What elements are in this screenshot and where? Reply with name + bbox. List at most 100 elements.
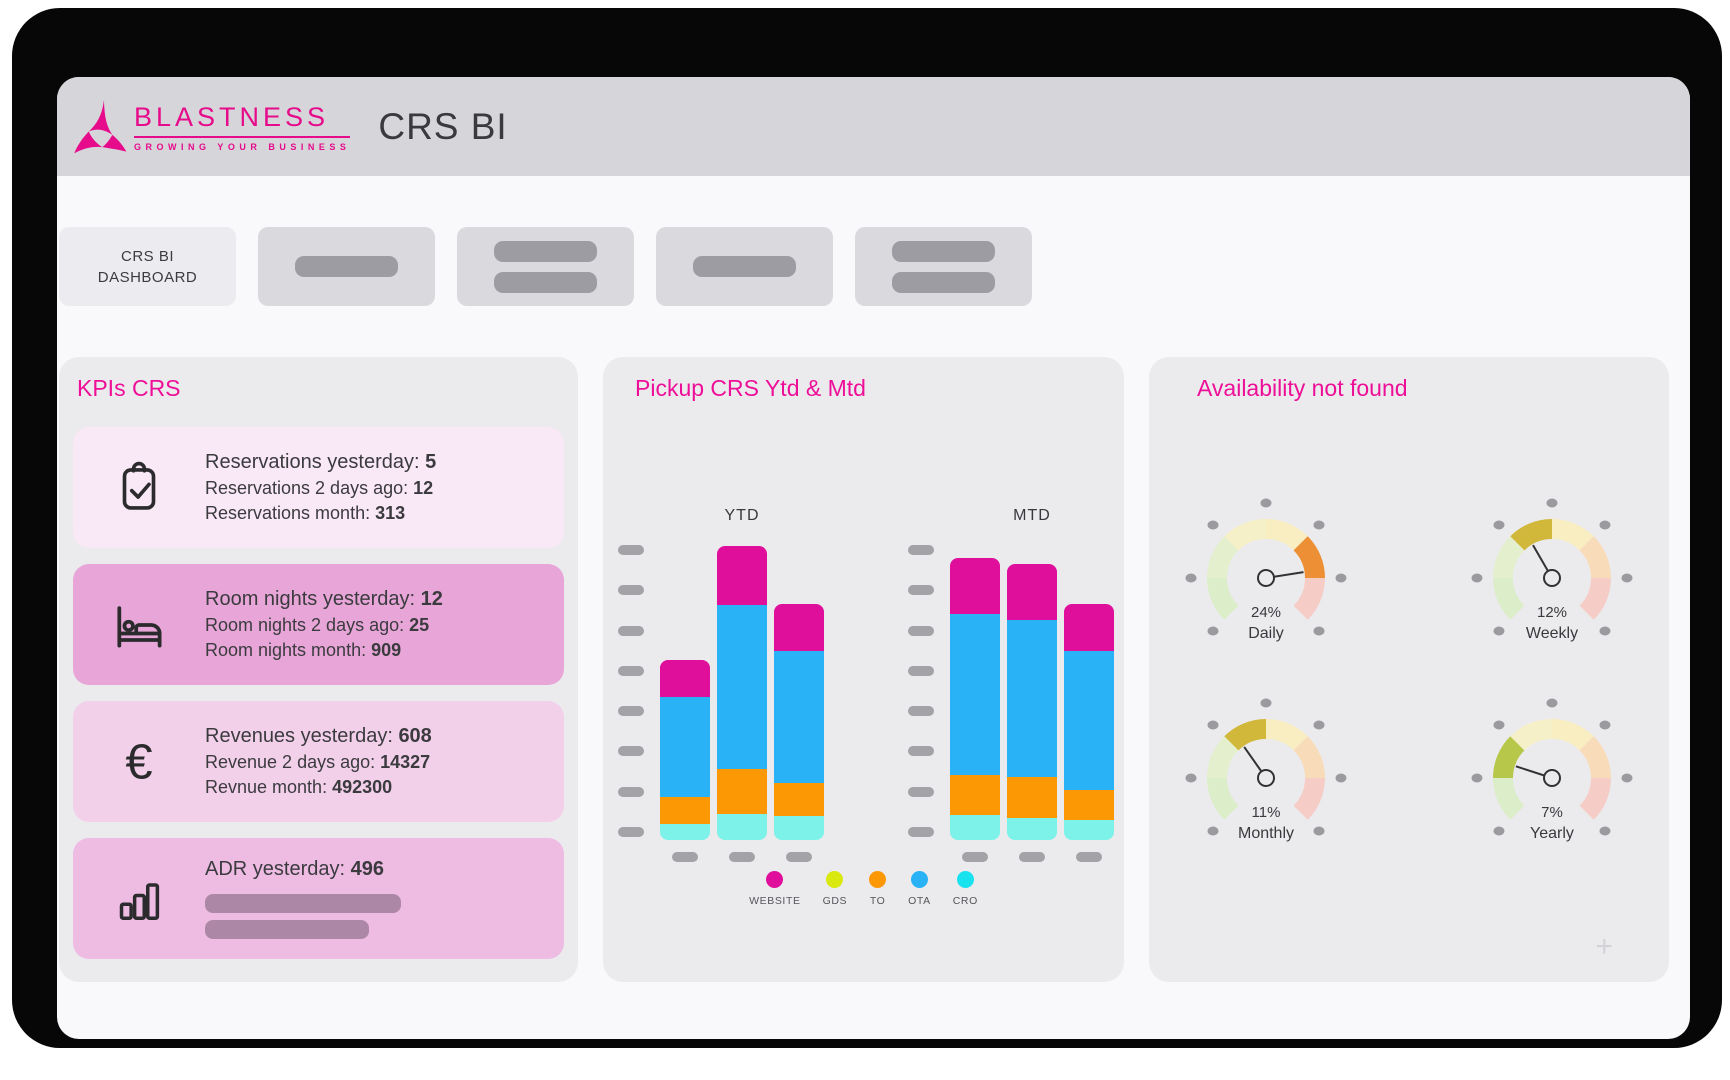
gauge-tick-dot xyxy=(1207,626,1219,636)
gauge-segment-2 xyxy=(1493,536,1525,579)
legend-item-ota[interactable]: OTA xyxy=(908,871,931,907)
gauge-segment-3 xyxy=(1510,519,1553,551)
axis-tick-placeholder xyxy=(908,665,934,676)
gauge-tick-dot xyxy=(1207,826,1219,836)
kpi-placeholder-bar xyxy=(205,920,369,939)
chart-group-ytd: YTD xyxy=(618,507,824,862)
gauge-segment-2 xyxy=(1493,736,1525,779)
kpi-card-text: Reservations yesterday: 5 Reservations 2 … xyxy=(205,451,436,524)
axis-tick-placeholder xyxy=(618,786,644,797)
y-axis-ticks xyxy=(618,545,644,837)
chart-group-mtd: MTD xyxy=(908,507,1114,862)
kpi-card-text: Room nights yesterday: 12 Room nights 2 d… xyxy=(205,588,443,661)
gauge-daily: 24% Daily xyxy=(1166,478,1366,678)
gauge-monthly: 11% Monthly xyxy=(1166,678,1366,878)
gauge-tick-dot xyxy=(1207,520,1219,530)
gauge-tick-dot xyxy=(1185,773,1197,783)
axis-tick-placeholder xyxy=(908,585,934,596)
bar-segment-to xyxy=(774,783,824,816)
axis-label-placeholder xyxy=(786,852,812,862)
gauge-segment-1 xyxy=(1493,577,1525,620)
axis-tick-placeholder xyxy=(908,826,934,837)
nav-tabs: CRS BI DASHBOARD xyxy=(59,227,1032,306)
chart-legend: WEBSITE GDS TO OTA CRO xyxy=(603,871,1124,907)
nav-tab-label: CRS BI DASHBOARD xyxy=(97,247,198,286)
gauge-needle-hub xyxy=(1543,769,1561,787)
kpi-line: Revnue month: 492300 xyxy=(205,777,393,797)
kpi-value: 909 xyxy=(371,640,402,660)
legend-item-website[interactable]: WEBSITE xyxy=(749,871,800,907)
bar-segment-to xyxy=(717,769,767,814)
nav-tab-placeholder-2[interactable] xyxy=(457,227,634,306)
nav-tab-placeholder-4[interactable] xyxy=(855,227,1032,306)
nav-tab-placeholder-3[interactable] xyxy=(656,227,833,306)
bar-segment-cro xyxy=(950,815,1000,840)
kpi-line: Reservations 2 days ago: 12 xyxy=(205,478,434,498)
nav-tab-placeholder-1[interactable] xyxy=(258,227,435,306)
bar-segment-ota xyxy=(717,605,767,769)
legend-item-to[interactable]: TO xyxy=(869,871,887,907)
legend-item-gds[interactable]: GDS xyxy=(823,871,848,907)
gauge-segment-6 xyxy=(1579,777,1611,820)
legend-item-cro[interactable]: CRO xyxy=(953,871,978,907)
gauge-segment-1 xyxy=(1207,577,1239,620)
axis-tick-placeholder xyxy=(618,625,644,636)
kpi-line: Room nights yesterday: 12 xyxy=(205,588,443,610)
gauge-segment-5 xyxy=(1293,736,1325,779)
kpi-line: Reservations month: 313 xyxy=(205,503,406,523)
kpi-card-reservations[interactable]: Reservations yesterday: 5 Reservations 2 … xyxy=(73,427,564,548)
bar-segment-cro xyxy=(774,816,824,840)
gauge-segment-4 xyxy=(1551,719,1594,751)
legend-label: CRO xyxy=(952,895,978,907)
axis-tick-placeholder xyxy=(618,585,644,596)
gauge-needle-hub xyxy=(1257,769,1275,787)
kpi-card-text: Revenues yesterday: 608 Revenue 2 days ag… xyxy=(205,725,432,798)
availability-panel-title: Availability not found xyxy=(1197,375,1408,401)
gauge-segment-4 xyxy=(1265,519,1308,551)
kpi-card-adr[interactable]: ADR yesterday: 496 xyxy=(73,838,564,959)
gauge-segment-4 xyxy=(1265,719,1308,751)
kpi-value: 492300 xyxy=(332,777,393,797)
gauge-period-label: Monthly xyxy=(1237,825,1295,842)
axis-tick-placeholder xyxy=(618,665,644,676)
nav-placeholder-bar xyxy=(892,271,995,293)
nav-placeholder-bars xyxy=(494,240,597,293)
x-axis-label-cell xyxy=(950,852,1000,862)
legend-dot-ota xyxy=(910,871,928,888)
bar-segment-ota xyxy=(774,651,824,783)
gauge-arc-weekly xyxy=(1471,498,1633,636)
gauge-tick-dot xyxy=(1335,773,1347,783)
gauge-tick-dot xyxy=(1313,720,1325,730)
kpi-line: Reservations yesterday: 5 xyxy=(205,451,437,473)
gauge-segment-2 xyxy=(1207,536,1239,579)
kpi-value: 496 xyxy=(350,858,384,880)
axis-tick-placeholder xyxy=(908,545,934,555)
gauge-needle-hub xyxy=(1543,569,1561,587)
plus-icon[interactable]: + xyxy=(1595,930,1613,963)
gauge-value: 12% xyxy=(1536,604,1568,621)
axis-tick-placeholder xyxy=(618,746,644,757)
nav-placeholder-bar xyxy=(494,271,597,293)
bar-segment-ota xyxy=(1064,651,1114,790)
gauge-tick-dot xyxy=(1471,773,1483,783)
kpi-line: Room nights month: 909 xyxy=(205,640,402,660)
axis-tick-placeholder xyxy=(618,706,644,717)
stacked-bar xyxy=(774,604,824,840)
nav-placeholder-bar xyxy=(494,240,597,262)
axis-tick-placeholder xyxy=(908,706,934,717)
gauge-period-label: Daily xyxy=(1248,625,1284,642)
kpi-card-room-nights[interactable]: Room nights yesterday: 12 Room nights 2 d… xyxy=(73,564,564,685)
chart-plot xyxy=(618,535,824,840)
app-card: BLASTNESS GROWING YOUR BUSINESS CRS BI C… xyxy=(57,77,1690,1039)
gauge-tick-dot xyxy=(1621,773,1633,783)
nav-tab-crs-bi-dashboard[interactable]: CRS BI DASHBOARD xyxy=(59,227,236,306)
x-axis-label-cell xyxy=(1064,852,1114,862)
gauge-value: 11% xyxy=(1251,804,1281,821)
bar-segment-cro xyxy=(717,814,767,840)
gauge-tick-dot xyxy=(1599,626,1611,636)
legend-label: TO xyxy=(869,895,886,907)
kpi-card-revenues[interactable]: € Revenues yesterday: 608 Revenue 2 days a… xyxy=(73,701,564,822)
chart-group-label: MTD xyxy=(1013,507,1051,524)
stacked-bar xyxy=(950,558,1000,840)
gauge-tick-dot xyxy=(1493,520,1505,530)
